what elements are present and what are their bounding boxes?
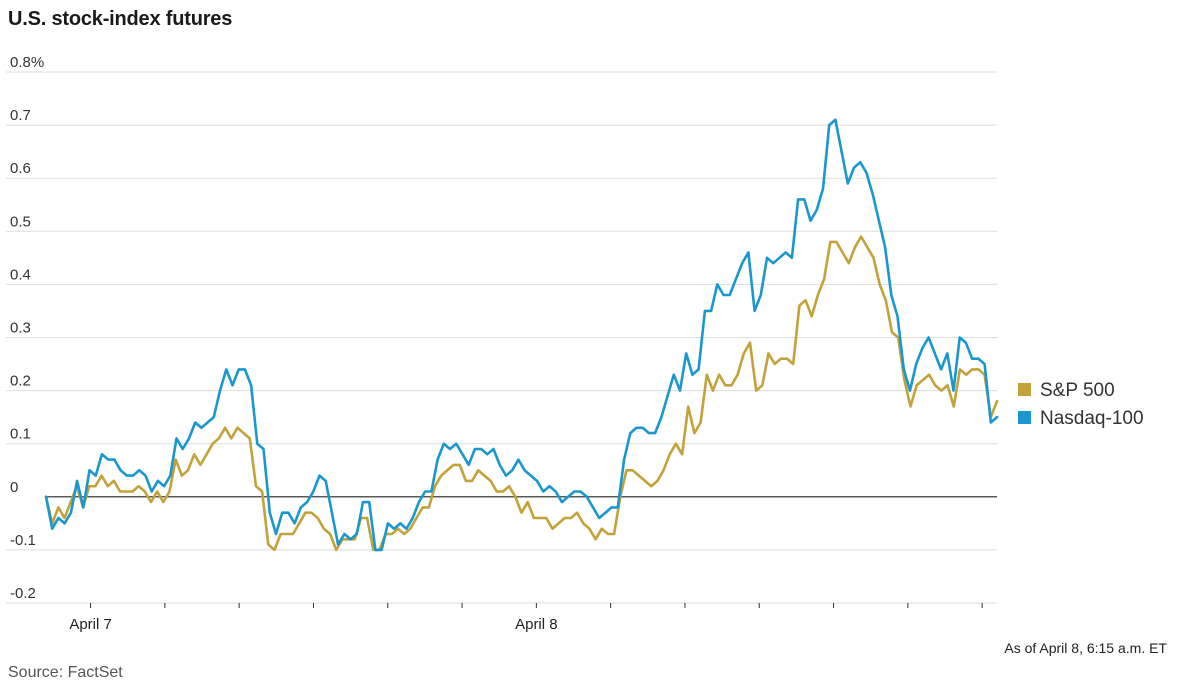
y-tick-label: 0.7 (10, 107, 31, 124)
legend-swatch (1018, 383, 1031, 396)
y-tick-label: 0.4 (10, 266, 31, 283)
legend-swatch (1018, 411, 1031, 424)
series-line-nasdaq-100 (44, 118, 999, 552)
series-line-s-p-500 (44, 235, 999, 552)
series-lines (44, 118, 999, 552)
legend-label: Nasdaq-100 (1040, 408, 1144, 429)
y-tick-label: -0.1 (10, 532, 36, 549)
gridlines (6, 71, 997, 604)
y-tick-label: 0.2 (10, 373, 31, 390)
y-axis-tick-labels: -0.2 -0.1 0 0.1 0.2 0.3 0.4 0.5 0.6 0.7 0.8% (10, 54, 44, 602)
legend: S&P 500 Nasdaq-100 (1018, 380, 1144, 429)
x-tick-label: April 8 (515, 616, 558, 633)
y-tick-label: 0.6 (10, 160, 31, 177)
as-of-note: As of April 8, 6:15 a.m. ET (1004, 640, 1167, 656)
y-tick-label: 0.8% (10, 54, 44, 71)
y-tick-label: 0 (10, 479, 18, 496)
y-tick-label: -0.2 (10, 585, 36, 602)
y-tick-label: 0.1 (10, 426, 31, 443)
source-note: Source: FactSet (8, 664, 123, 681)
chart-title: U.S. stock-index futures (8, 8, 233, 30)
y-tick-label: 0.3 (10, 320, 31, 337)
x-tick-label: April 7 (69, 616, 112, 633)
x-axis-ticks: April 7 April 8 (69, 603, 983, 633)
legend-label: S&P 500 (1040, 380, 1115, 401)
y-tick-label: 0.5 (10, 213, 31, 230)
